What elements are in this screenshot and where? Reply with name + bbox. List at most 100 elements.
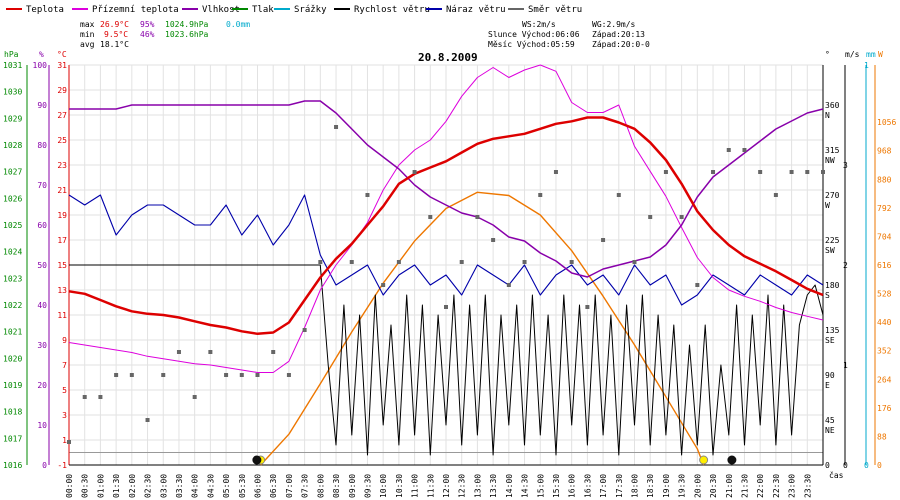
time-tick-label: 14:30: [521, 474, 530, 498]
time-tick-label: 21:00: [725, 474, 734, 498]
wind-dir-point: [789, 170, 794, 174]
legend: Teplota Přízemní teplota Vlhkost Tlak Sr…: [6, 5, 582, 15]
time-tick-label: 06:30: [269, 474, 278, 498]
dir-tick-compass: E: [825, 381, 830, 390]
time-tick-label: 06:00: [254, 474, 263, 498]
temp-tick-label: 9: [62, 336, 67, 345]
wind-dir-point: [459, 260, 464, 264]
time-tick-label: 00:30: [81, 474, 90, 498]
wind-dir-point: [585, 305, 590, 309]
time-tick-label: 17:30: [615, 474, 624, 498]
wind-dir-point: [506, 283, 511, 287]
w-tick-label: 440: [877, 318, 892, 327]
legend-label-wind-dir: Směr větru: [528, 5, 582, 15]
wind-dir-point: [601, 238, 606, 242]
wind-dir-point: [161, 373, 166, 377]
dir-tick-label: 0: [825, 461, 830, 470]
hpa-tick-label: 1018: [3, 408, 22, 417]
stat-min-temp: 9.5°C: [104, 30, 128, 39]
dir-tick-label: 45: [825, 416, 835, 425]
mm-unit-label: mm: [866, 50, 876, 59]
w-unit-label: W: [878, 50, 883, 59]
wind-dir-point: [538, 193, 543, 197]
time-tick-label: 13:00: [473, 474, 482, 498]
axis-units: hPa % °C ° m/s mm W čas: [4, 50, 883, 480]
time-tick-label: 07:30: [301, 474, 310, 498]
dir-tick-label: 360: [825, 101, 840, 110]
dir-tick-compass: W: [825, 201, 830, 210]
stat-avg-temp: 18.1°C: [100, 40, 129, 49]
pct-tick-label: 80: [37, 141, 47, 150]
temp-tick-label: 3: [62, 411, 67, 420]
wind-dir-point: [444, 305, 448, 309]
wind-dir-point: [648, 215, 653, 219]
pct-tick-label: 30: [37, 341, 47, 350]
ms-tick-label: 2: [843, 261, 848, 270]
w-tick-label: 352: [877, 347, 892, 356]
hpa-tick-label: 1022: [3, 301, 22, 310]
wind-dir-point: [679, 215, 684, 219]
wind-dir-point: [67, 440, 71, 444]
time-tick-label: 14:00: [505, 474, 514, 498]
dir-tick-compass: NW: [825, 156, 835, 165]
w-tick-label: 792: [877, 204, 892, 213]
sun-sunset-marker: [699, 455, 709, 465]
w-tick-label: 616: [877, 261, 892, 270]
time-tick-label: 20:30: [709, 474, 718, 498]
deg-unit-label: °: [825, 50, 830, 59]
legend-label-temperature: Teplota: [26, 5, 64, 15]
w-tick-label: 1056: [877, 118, 896, 127]
ms-unit-label: m/s: [845, 50, 860, 59]
hpa-tick-label: 1017: [3, 434, 22, 443]
w-tick-label: 704: [877, 232, 892, 241]
wind-dir-point: [318, 260, 323, 264]
time-tick-label: 23:00: [788, 474, 797, 498]
mm-tick-label: 1: [864, 61, 869, 70]
temp-tick-label: 1: [62, 436, 67, 445]
series-layer: [67, 64, 825, 466]
stat-min-press: 1023.6hPa: [165, 30, 209, 39]
time-tick-label: 08:30: [332, 474, 341, 498]
dir-tick-label: 270: [825, 191, 840, 200]
info-moon-set: Západ:20:0-0: [592, 40, 650, 49]
hpa-tick-label: 1026: [3, 194, 22, 203]
dir-tick-label: 225: [825, 236, 840, 245]
time-tick-label: 04:30: [206, 474, 215, 498]
wind-dir-point: [82, 395, 87, 399]
time-tick-label: 09:00: [348, 474, 357, 498]
wind-dir-point: [192, 395, 197, 399]
pct-unit-label: %: [39, 50, 44, 59]
wind-dir-point: [145, 418, 150, 422]
w-tick-label: 0: [877, 461, 882, 470]
time-tick-label: 07:00: [285, 474, 294, 498]
temp-tick-label: 15: [57, 261, 67, 270]
legend-label-wind-speed: Rychlost větru: [354, 5, 430, 15]
dir-tick-label: 90: [825, 371, 835, 380]
wind-dir-point: [255, 373, 260, 377]
time-tick-label: 11:30: [426, 474, 435, 498]
wind-dir-point: [773, 193, 778, 197]
temp-tick-label: -1: [57, 461, 67, 470]
pct-tick-label: 90: [37, 101, 47, 110]
wind-dir-point: [758, 170, 763, 174]
info-moon-rise: Měsíc Východ:05:59: [488, 40, 575, 49]
ms-tick-label: 0: [843, 461, 848, 470]
stat-max-hum: 95%: [140, 20, 155, 29]
stat-max-label: max: [80, 20, 95, 29]
legend-label-pressure: Tlak: [252, 5, 274, 15]
time-tick-label: 12:00: [442, 474, 451, 498]
wind-dir-point: [475, 215, 480, 219]
time-tick-label: 15:00: [536, 474, 545, 498]
time-tick-label: 20:00: [693, 474, 702, 498]
time-tick-label: 17:00: [599, 474, 608, 498]
dir-tick-label: 315: [825, 146, 840, 155]
time-tick-label: 22:00: [756, 474, 765, 498]
ms-tick-label: 3: [843, 161, 848, 170]
chart-title: 20.8.2009: [418, 51, 478, 64]
time-tick-label: 16:30: [583, 474, 592, 498]
time-tick-label: 10:30: [395, 474, 404, 498]
pct-tick-label: 60: [37, 221, 47, 230]
info-wg: WG:2.9m/s: [592, 20, 636, 29]
wind-dir-point: [428, 215, 433, 219]
dir-tick-compass: SW: [825, 246, 835, 255]
